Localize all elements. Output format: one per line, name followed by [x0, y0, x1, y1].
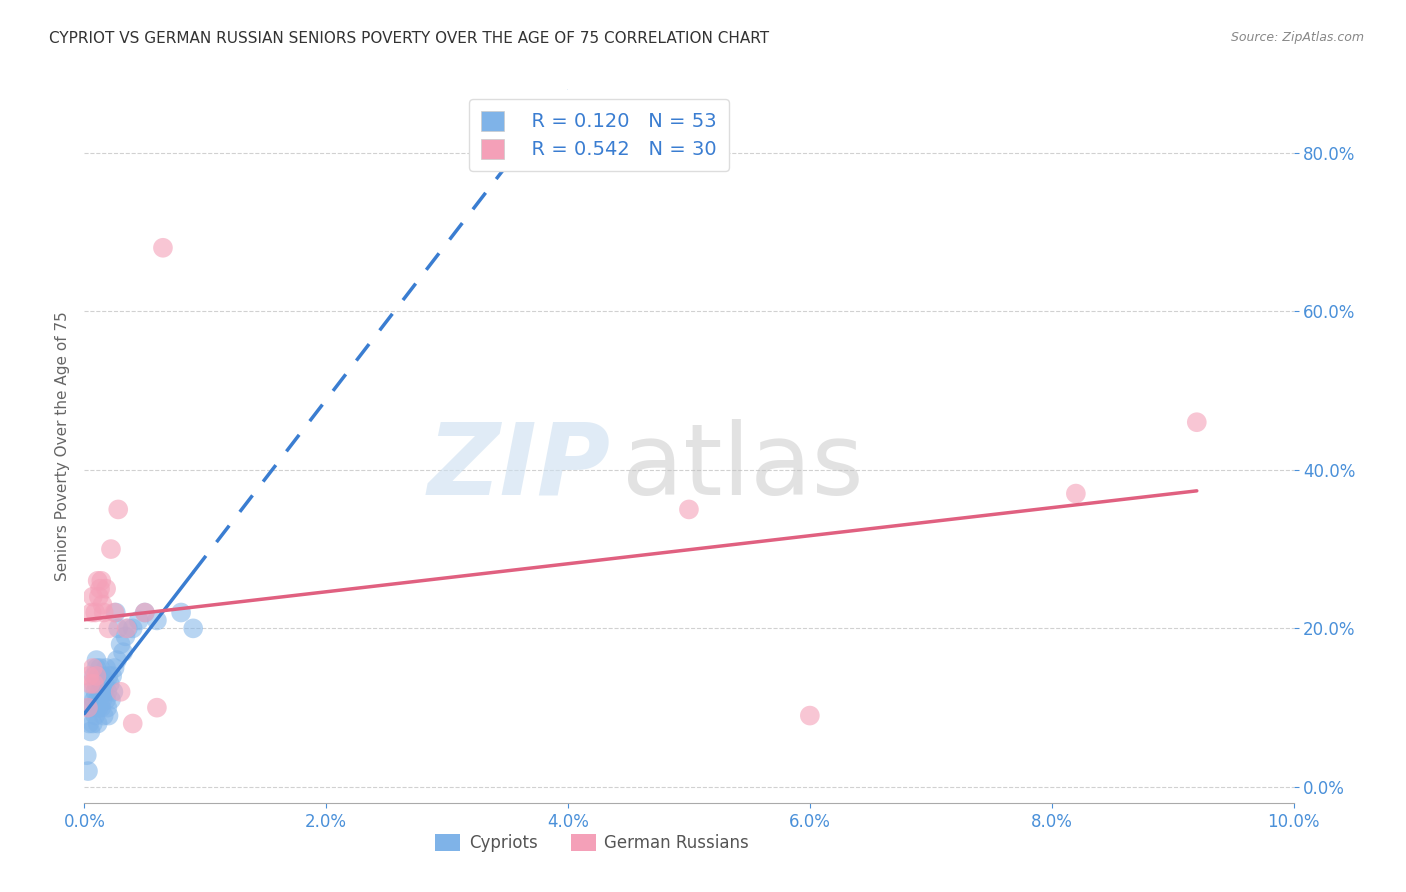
Point [94, 677, 117, 691]
Point [104, 606, 127, 620]
Point [107, 502, 129, 516]
Point [97, 669, 120, 683]
Point [83, 669, 105, 683]
Point [91, 598, 114, 612]
Point [89, 582, 111, 596]
Point [96, 700, 118, 714]
Point [104, 606, 127, 620]
Point [77, 716, 100, 731]
Point [77, 764, 100, 778]
Point [84, 708, 107, 723]
Point [97, 621, 120, 635]
Point [146, 614, 169, 628]
Point [82, 716, 104, 731]
Point [121, 716, 143, 731]
Point [114, 629, 136, 643]
Point [84, 606, 107, 620]
Point [77, 700, 100, 714]
Point [799, 708, 821, 723]
Point [86, 692, 108, 706]
Point [100, 542, 122, 557]
Point [91, 669, 114, 683]
Point [134, 606, 156, 620]
Point [146, 700, 169, 714]
Point [94, 661, 117, 675]
Point [103, 685, 125, 699]
Point [134, 606, 156, 620]
Text: Source: ZipAtlas.com: Source: ZipAtlas.com [1230, 31, 1364, 45]
Point [93, 708, 115, 723]
Point [76, 748, 98, 763]
Point [82, 590, 104, 604]
Point [86, 716, 108, 731]
Point [115, 621, 138, 635]
Point [86, 700, 108, 714]
Text: atlas: atlas [623, 419, 865, 516]
Point [96, 685, 118, 699]
Point [87, 669, 110, 683]
Point [678, 502, 700, 516]
Text: ZIP: ZIP [427, 419, 610, 516]
Point [89, 685, 111, 699]
Point [87, 700, 110, 714]
Point [117, 621, 139, 635]
Point [83, 677, 105, 691]
Point [121, 621, 143, 635]
Point [93, 606, 115, 620]
Point [105, 653, 128, 667]
Point [1064, 486, 1087, 500]
Point [80, 700, 103, 714]
Point [181, 621, 204, 635]
Point [104, 661, 127, 675]
Legend: Cypriots, German Russians: Cypriots, German Russians [429, 827, 755, 859]
Point [86, 677, 108, 691]
Point [90, 700, 112, 714]
Point [101, 669, 124, 683]
Point [93, 685, 115, 699]
Point [90, 574, 112, 588]
Point [86, 653, 108, 667]
Point [77, 700, 100, 714]
Point [86, 661, 108, 675]
Point [86, 574, 108, 588]
Point [79, 724, 101, 739]
Point [84, 685, 107, 699]
Point [83, 692, 105, 706]
Point [128, 614, 150, 628]
Point [94, 582, 117, 596]
Point [112, 645, 135, 659]
Point [98, 677, 121, 691]
Text: CYPRIOT VS GERMAN RUSSIAN SENIORS POVERTY OVER THE AGE OF 75 CORRELATION CHART: CYPRIOT VS GERMAN RUSSIAN SENIORS POVERT… [49, 31, 769, 46]
Point [79, 677, 101, 691]
Point [94, 692, 117, 706]
Point [80, 606, 103, 620]
Point [77, 669, 100, 683]
Point [170, 606, 193, 620]
Point [89, 661, 111, 675]
Point [1185, 415, 1208, 429]
Point [97, 708, 120, 723]
Y-axis label: Seniors Poverty Over the Age of 75: Seniors Poverty Over the Age of 75 [55, 311, 70, 581]
Point [91, 692, 114, 706]
Point [107, 621, 129, 635]
Point [110, 637, 132, 651]
Point [86, 669, 108, 683]
Point [87, 590, 110, 604]
Point [152, 241, 174, 255]
Point [110, 685, 132, 699]
Point [82, 661, 104, 675]
Point [100, 692, 122, 706]
Point [90, 677, 112, 691]
Point [79, 685, 101, 699]
